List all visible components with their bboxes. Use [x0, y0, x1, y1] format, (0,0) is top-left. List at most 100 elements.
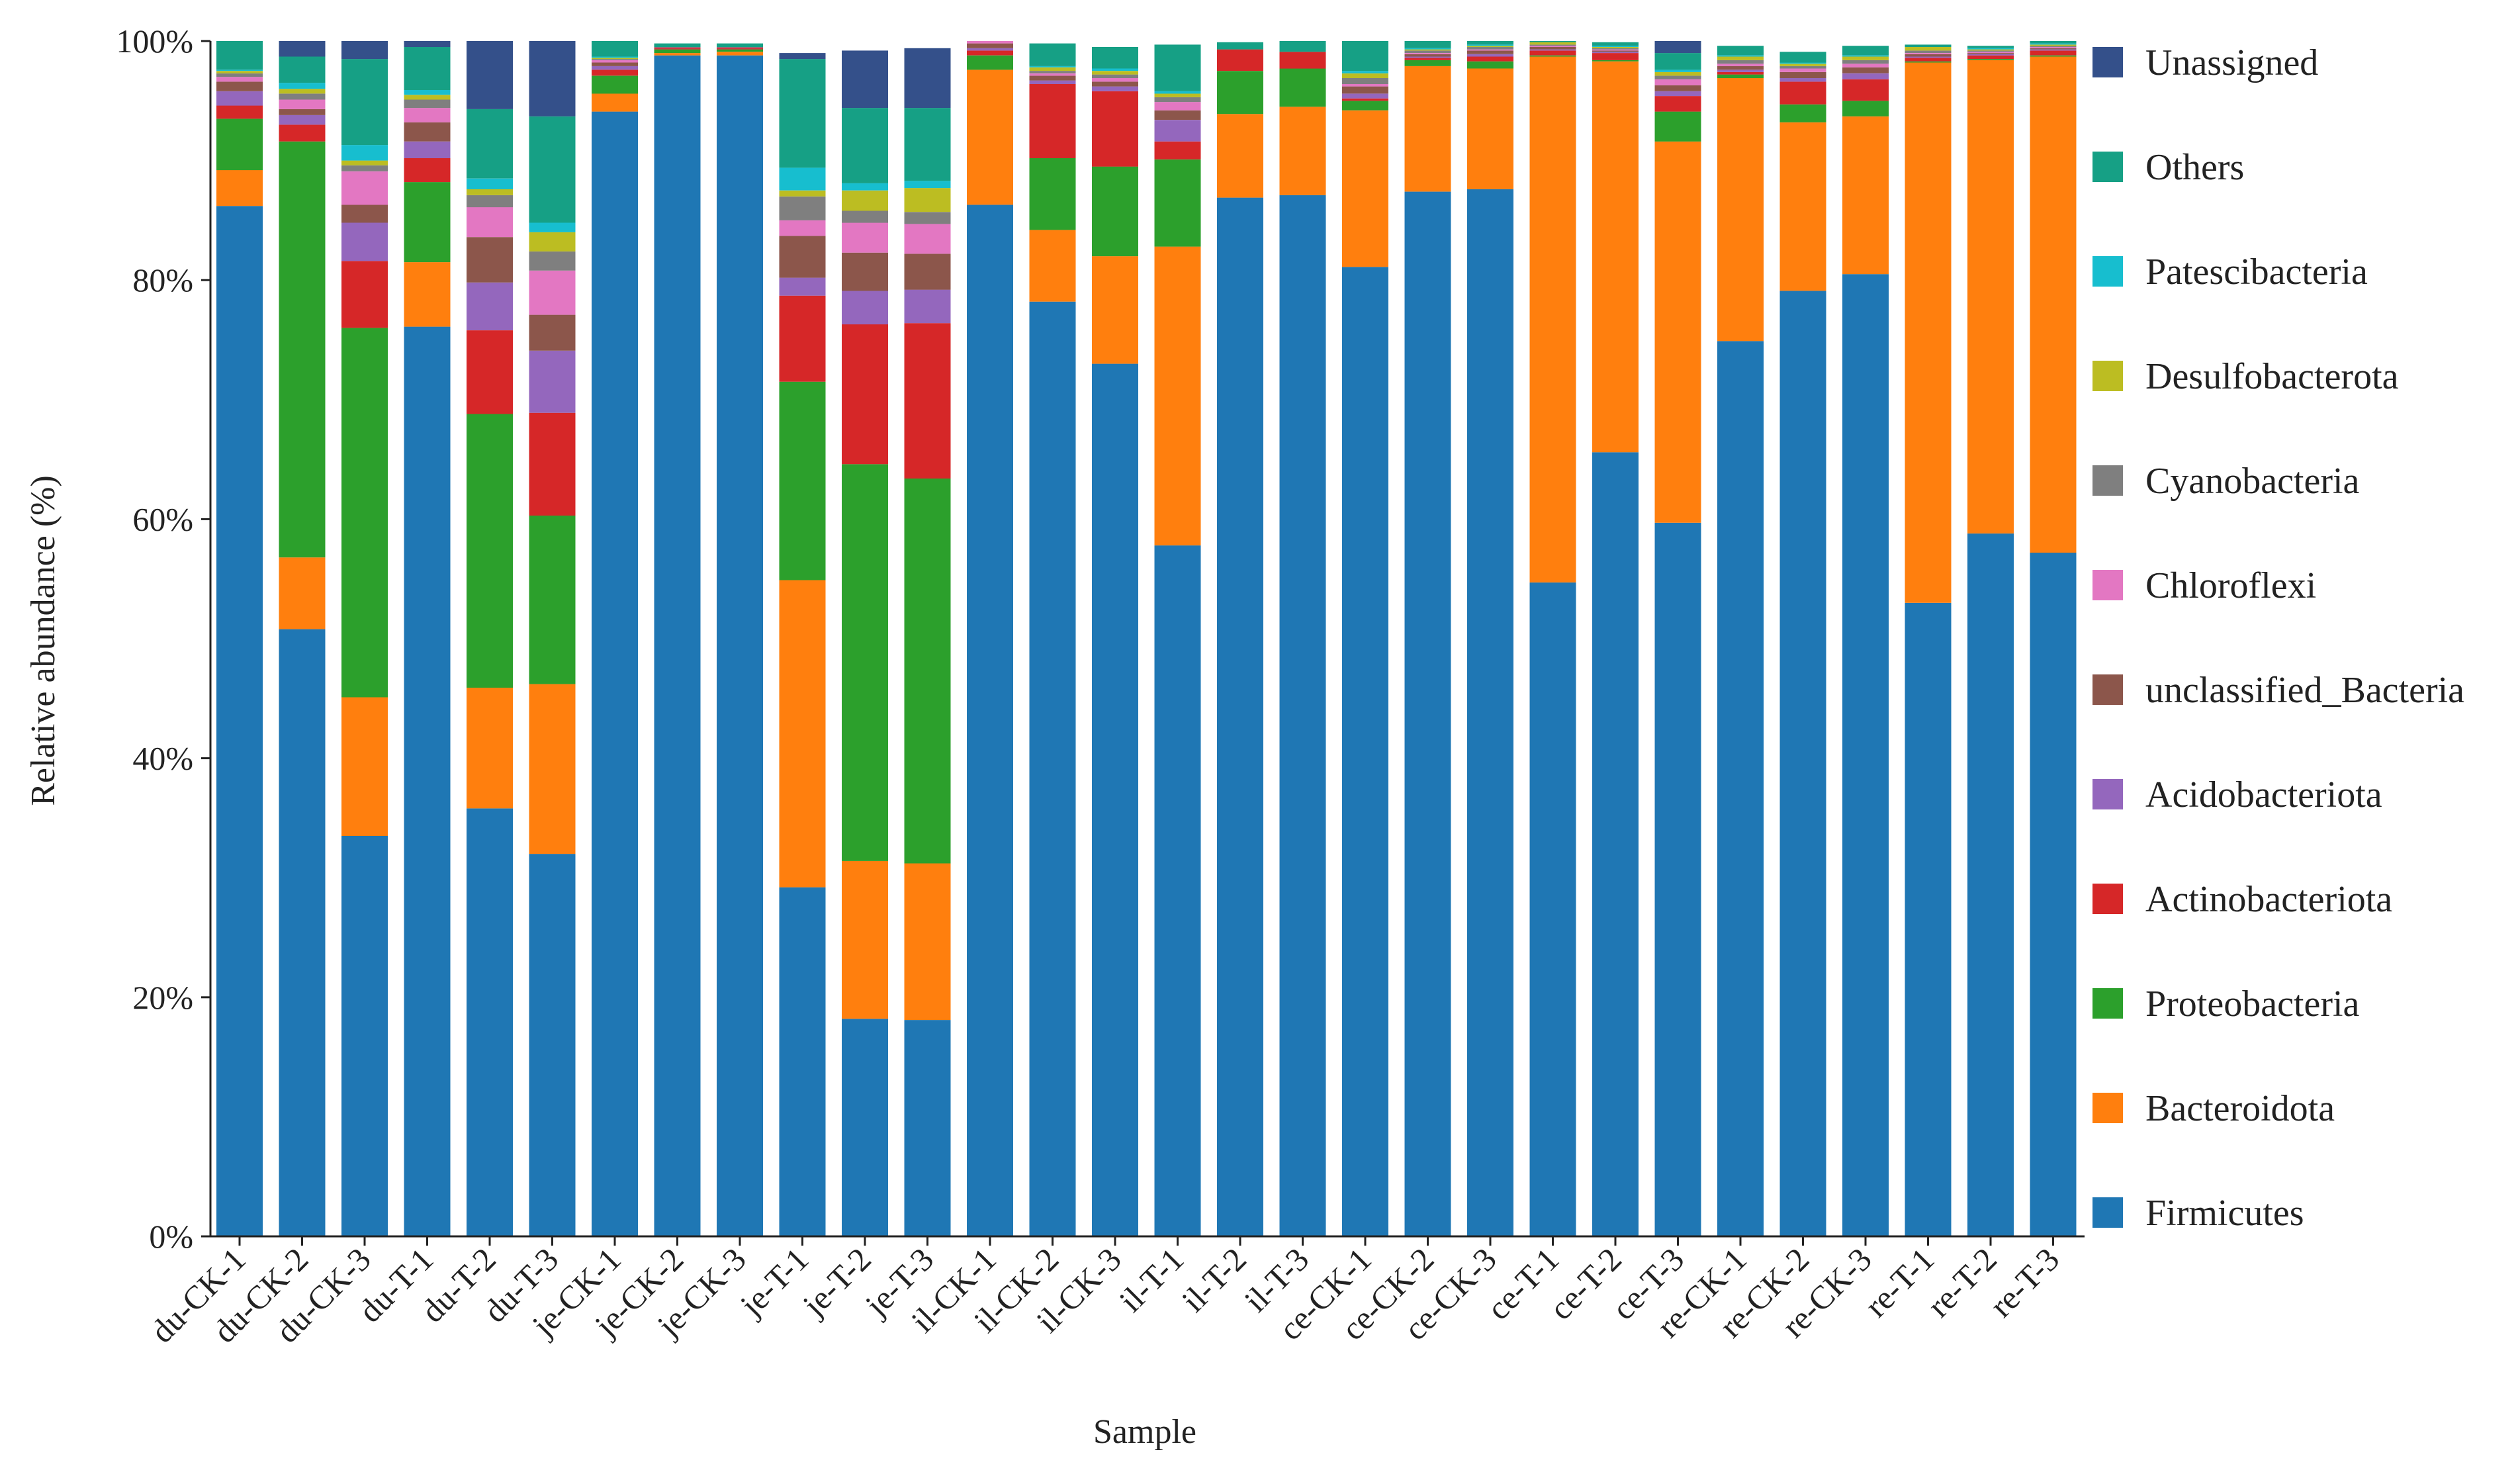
bar-segment	[1967, 54, 2014, 56]
bar-segment	[1092, 47, 1138, 69]
bar-segment	[967, 43, 1013, 48]
legend-label: unclassified_Bacteria	[2145, 670, 2464, 711]
bar-segment	[1404, 48, 1451, 50]
bar-segment	[341, 59, 388, 146]
bar-segment	[467, 109, 513, 179]
y-tick-label: 60%	[132, 500, 193, 537]
bar-segment	[1342, 71, 1388, 73]
bar-segment	[529, 116, 576, 223]
bar-segment	[1154, 120, 1201, 142]
legend-label: Bacteroidota	[2145, 1088, 2335, 1129]
bar-segment	[1092, 363, 1138, 1236]
y-tick-label: 20%	[132, 979, 193, 1016]
bar-segment	[904, 212, 951, 224]
bar-segment	[842, 222, 888, 253]
bar-group-je-CK-1	[592, 41, 638, 1237]
bar-segment	[1717, 341, 1764, 1236]
bar-segment	[216, 105, 263, 119]
bar-segment	[1654, 91, 1701, 97]
bar-segment	[1029, 71, 1076, 73]
bar-segment	[1529, 46, 1576, 47]
bar-segment	[1779, 104, 1826, 122]
bar-segment	[2030, 43, 2077, 45]
bar-segment	[1154, 102, 1201, 111]
bar-segment	[904, 1020, 951, 1236]
bar-segment	[1029, 73, 1076, 76]
bar-segment	[1404, 54, 1451, 57]
bar-segment	[1905, 53, 1952, 54]
bar-segment	[1092, 91, 1138, 167]
bar-segment	[592, 66, 638, 70]
legend-label: Unassigned	[2145, 42, 2318, 83]
bar-segment	[779, 190, 826, 197]
bar-segment	[1842, 101, 1889, 116]
y-tick-label: 0%	[149, 1218, 193, 1255]
bar-segment	[1905, 50, 1952, 53]
bar-segment	[2030, 56, 2077, 553]
bar-segment	[1467, 44, 1513, 46]
bar-segment	[404, 41, 451, 47]
bar-segment	[842, 291, 888, 325]
bar-segment	[1029, 301, 1076, 1237]
x-tick-label: re-T-2	[1920, 1240, 2004, 1324]
bar-segment	[216, 71, 263, 73]
bar-segment	[467, 330, 513, 414]
bar-segment	[1279, 52, 1326, 69]
bar-segment	[216, 206, 263, 1237]
bar-segment	[1217, 197, 1263, 1237]
bar-segment	[279, 89, 326, 94]
bar-group-du-T-3	[529, 41, 576, 1236]
bar-segment	[1467, 54, 1513, 57]
bar-segment	[2030, 47, 2077, 48]
bar-group-du-CK-2	[279, 41, 326, 1236]
bar-segment	[1654, 41, 1701, 54]
legend-swatch	[2092, 256, 2123, 287]
x-tick-label: re-T-1	[1858, 1240, 1942, 1324]
bar-segment	[842, 50, 888, 109]
bar-segment	[1779, 62, 1826, 64]
bar-segment	[1842, 67, 1889, 73]
bar-segment	[1404, 60, 1451, 66]
bar-segment	[592, 41, 638, 57]
bar-group-il-T-3	[1279, 41, 1326, 1236]
bar-segment	[1842, 60, 1889, 64]
bar-segment	[216, 91, 263, 106]
bar-segment	[842, 1019, 888, 1236]
bar-segment	[216, 118, 263, 171]
bar-segment	[467, 178, 513, 189]
bar-group-je-CK-3	[717, 43, 763, 1237]
bar-segment	[1592, 49, 1639, 51]
legend-label: Proteobacteria	[2145, 984, 2360, 1025]
bar-segment	[1154, 44, 1201, 91]
bar-segment	[842, 108, 888, 183]
bar-segment	[216, 77, 263, 82]
bar-segment	[1404, 41, 1451, 48]
bar-segment	[1467, 46, 1513, 47]
bar-group-je-T-2	[842, 50, 888, 1236]
bar-segment	[1467, 49, 1513, 51]
bar-segment	[1654, 53, 1701, 70]
bar-segment	[717, 47, 763, 48]
legend-label: Firmicutes	[2145, 1193, 2304, 1234]
bar-segment	[654, 48, 701, 50]
bar-segment	[1154, 91, 1201, 94]
bar-segment	[842, 324, 888, 465]
bar-segment	[654, 55, 701, 1237]
bar-segment	[529, 516, 576, 684]
bar-segment	[1967, 60, 2014, 534]
bar-segment	[904, 253, 951, 290]
bar-segment	[592, 59, 638, 60]
bar-segment	[654, 43, 701, 47]
bar-segment	[279, 115, 326, 125]
bar-segment	[404, 262, 451, 327]
bar-group-re-CK-2	[1779, 52, 1826, 1236]
bar-segment	[1905, 44, 1952, 47]
bar-segment	[529, 684, 576, 854]
bar-segment	[1717, 66, 1764, 70]
bar-segment	[1842, 46, 1889, 56]
bar-segment	[1967, 53, 2014, 54]
legend-swatch	[2092, 779, 2123, 809]
bar-segment	[1529, 56, 1576, 583]
bar-segment	[1529, 41, 1576, 42]
